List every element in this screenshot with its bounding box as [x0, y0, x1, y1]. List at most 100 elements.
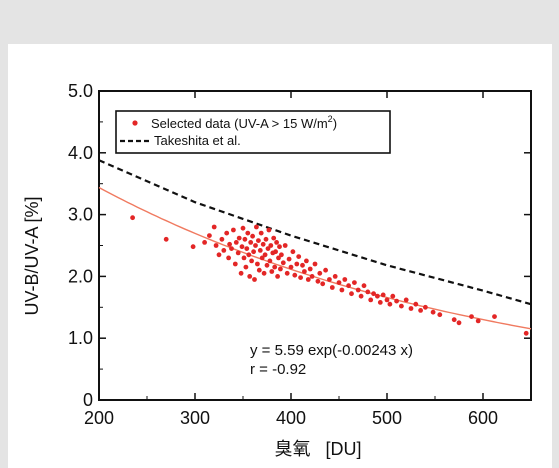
- data-point: [361, 283, 367, 289]
- fit-curve: [98, 186, 532, 330]
- data-point: [236, 235, 242, 241]
- y-tick-label: 1.0: [68, 328, 93, 348]
- data-point: [244, 246, 250, 252]
- y-tick-label: 3.0: [68, 205, 93, 225]
- data-point: [418, 308, 423, 313]
- data-point: [252, 277, 257, 282]
- data-point: [261, 270, 267, 276]
- legend: Selected data (UV-A > 15 W/m2) Takeshita…: [115, 110, 391, 154]
- legend-marker-points: [132, 120, 138, 126]
- data-point: [387, 301, 393, 307]
- fit-annotation: y = 5.59 exp(-0.00243 x) r = -0.92: [250, 342, 413, 378]
- data-point: [263, 236, 269, 242]
- data-point: [258, 230, 264, 236]
- data-point: [279, 252, 284, 258]
- x-tick-label: 500: [372, 408, 402, 428]
- data-point: [241, 255, 247, 261]
- data-point: [346, 283, 351, 289]
- data-point: [323, 267, 328, 273]
- data-point: [413, 301, 419, 307]
- data-point: [202, 240, 208, 245]
- data-point: [233, 240, 239, 245]
- data-point: [375, 293, 380, 299]
- data-point: [456, 320, 462, 326]
- data-point: [211, 224, 217, 230]
- x-tick-label: 300: [180, 408, 210, 428]
- legend-label-dashed: Takeshita et al.: [154, 133, 241, 148]
- data-point: [329, 285, 335, 290]
- data-point: [305, 277, 311, 282]
- y-tick-label: 0: [83, 390, 93, 410]
- data-point: [229, 246, 234, 252]
- data-point: [365, 289, 371, 295]
- data-point: [259, 255, 265, 261]
- data-point: [264, 262, 270, 268]
- takeshita-dashed-curve: [98, 159, 532, 306]
- data-point: [235, 250, 241, 256]
- data-point: [312, 261, 318, 267]
- data-point: [239, 244, 245, 250]
- data-point: [317, 270, 323, 276]
- data-point: [280, 260, 286, 266]
- data-point: [207, 233, 212, 239]
- y-tick-label: 4.0: [68, 143, 93, 163]
- data-point: [288, 264, 294, 270]
- data-point: [394, 298, 399, 304]
- data-point: [251, 249, 256, 255]
- data-point: [246, 252, 252, 258]
- data-point: [260, 241, 266, 247]
- data-point: [275, 274, 280, 279]
- data-point: [423, 304, 428, 310]
- data-point: [430, 309, 436, 315]
- data-point: [384, 297, 390, 303]
- data-point: [278, 266, 283, 272]
- data-point: [254, 224, 259, 230]
- data-point: [265, 246, 271, 252]
- legend-label-points: Selected data (UV-A > 15 W/m2): [151, 114, 337, 131]
- data-point: [286, 256, 292, 262]
- data-point: [336, 280, 342, 285]
- data-point: [390, 293, 396, 299]
- axis-ticks: 200 300 400 500 600 0 1.0 2.0 3.0 4.0 5.0: [68, 81, 531, 428]
- data-point: [309, 274, 315, 279]
- data-point: [255, 261, 260, 267]
- data-point: [437, 312, 443, 318]
- data-point: [352, 280, 357, 285]
- data-point: [469, 314, 474, 319]
- data-point: [332, 274, 338, 279]
- data-point: [399, 303, 404, 309]
- data-point: [274, 240, 279, 245]
- x-tick-label: 200: [84, 408, 114, 428]
- legend-box: [115, 110, 391, 154]
- data-point: [256, 238, 261, 244]
- data-point: [451, 317, 457, 323]
- data-point: [339, 287, 345, 293]
- data-point: [368, 297, 374, 303]
- data-point: [268, 243, 274, 248]
- data-point: [240, 225, 246, 231]
- data-point: [221, 248, 227, 253]
- correlation-coefficient: r = -0.92: [250, 361, 306, 378]
- data-point: [296, 254, 302, 259]
- data-point: [243, 264, 249, 270]
- data-point: [302, 269, 307, 274]
- data-point: [226, 255, 232, 261]
- data-point: [219, 236, 225, 242]
- x-tick-label: 400: [276, 408, 306, 428]
- data-point: [523, 330, 529, 336]
- data-point: [272, 264, 278, 270]
- data-point: [355, 287, 361, 293]
- x-axis-label: 臭氧 [DU]: [274, 439, 361, 459]
- data-point: [377, 300, 383, 305]
- fit-equation: y = 5.59 exp(-0.00243 x): [250, 342, 413, 359]
- data-point: [371, 291, 376, 297]
- x-tick-label: 600: [468, 408, 498, 428]
- data-point: [300, 262, 305, 268]
- data-point: [231, 227, 236, 233]
- data-point: [130, 215, 135, 221]
- data-point: [380, 292, 386, 298]
- chart-card: 200 300 400 500 600 0 1.0 2.0 3.0 4.0 5.0 Selected…: [8, 44, 552, 468]
- data-point: [163, 236, 169, 242]
- data-points: [130, 215, 529, 336]
- data-point: [307, 266, 313, 272]
